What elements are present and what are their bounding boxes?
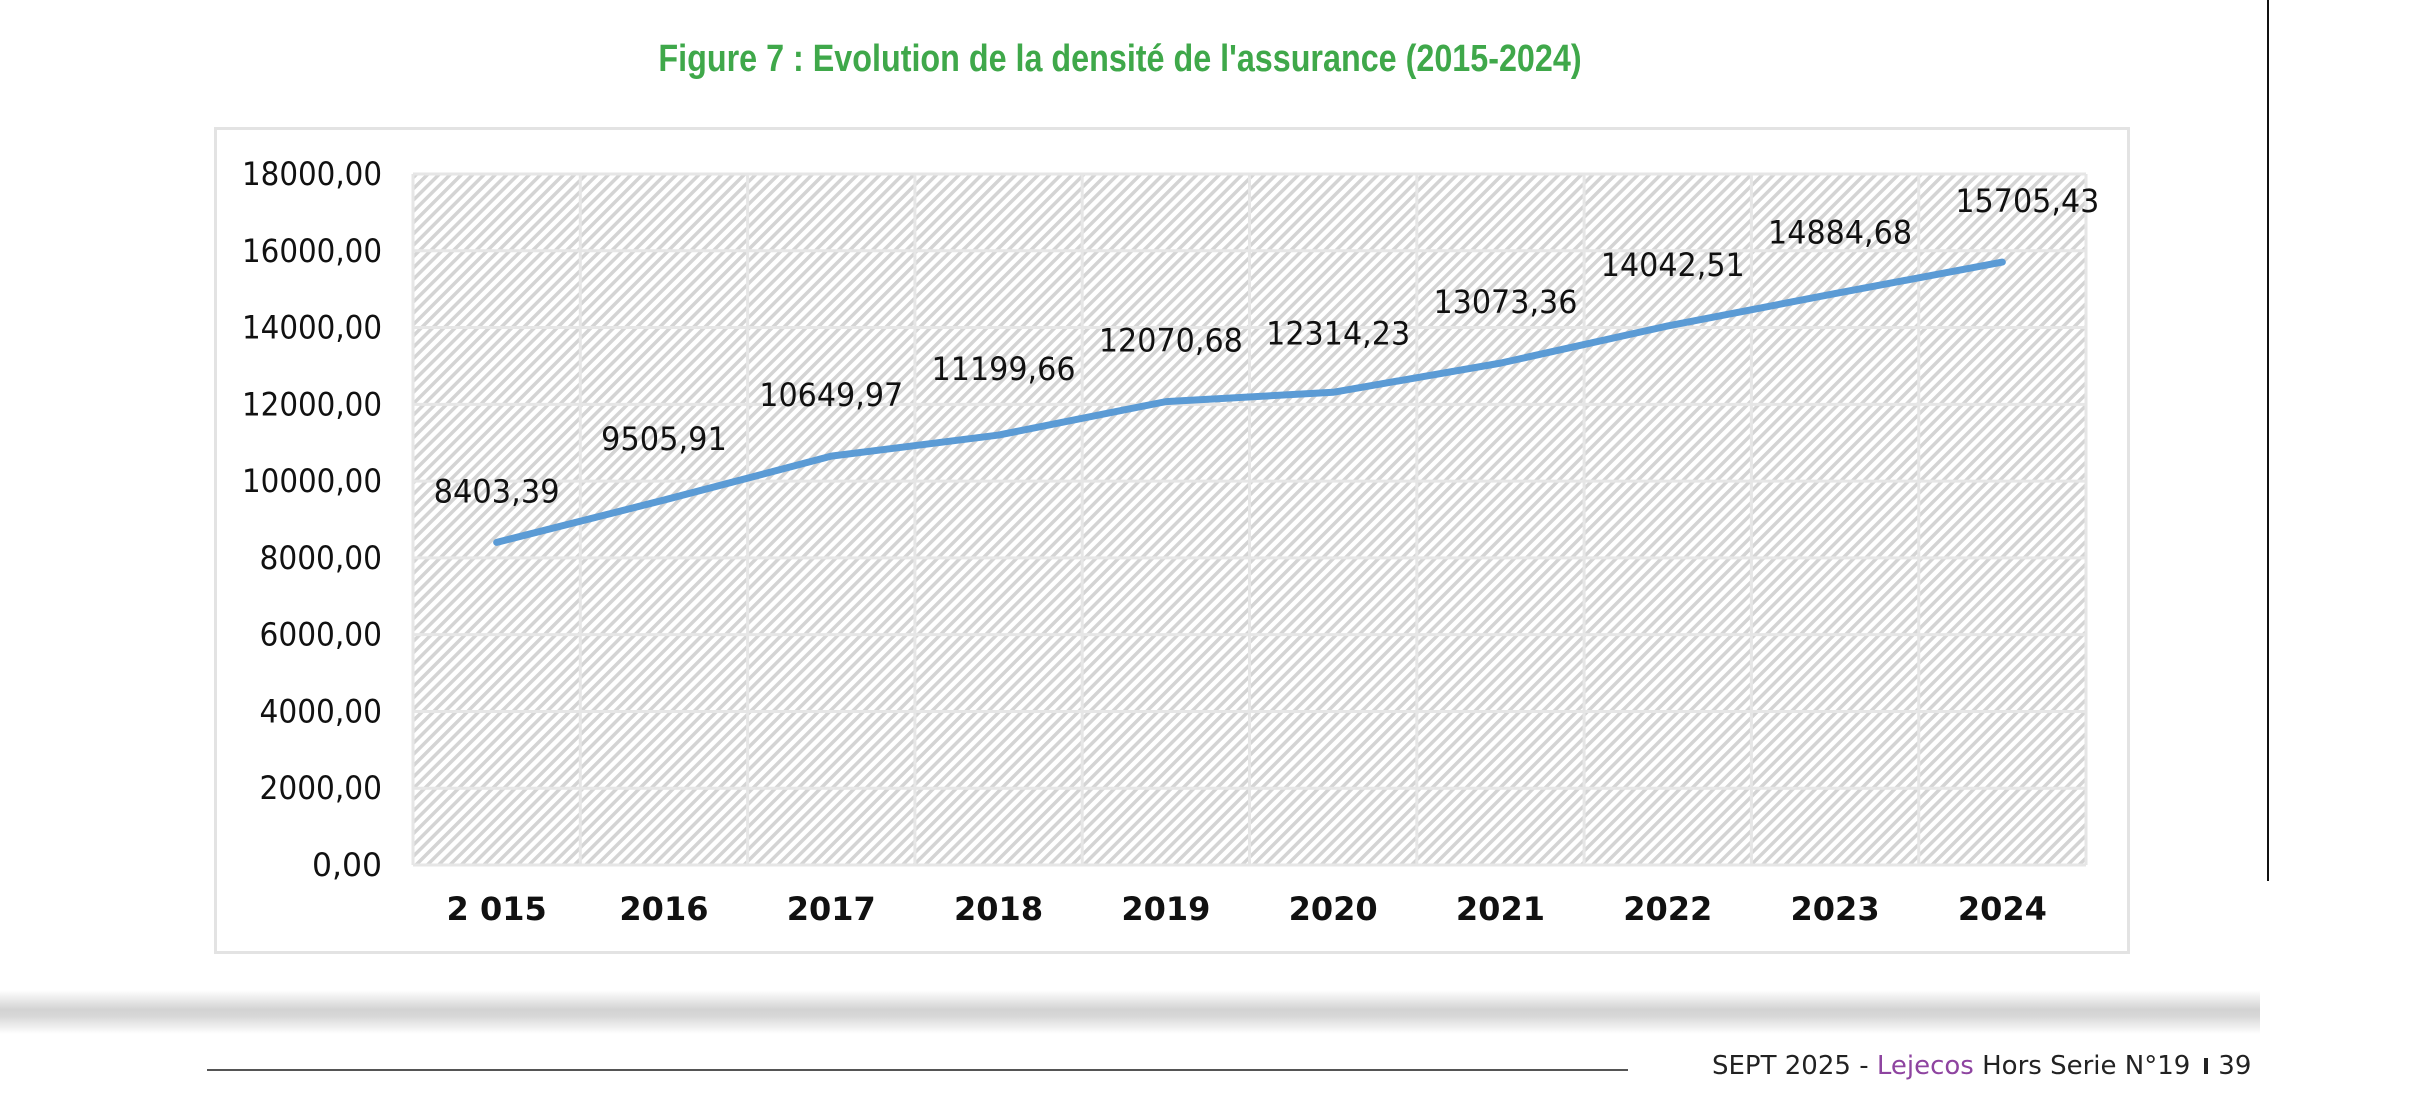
footer-date: SEPT 2025 - xyxy=(1712,1051,1877,1081)
page-footer: SEPT 2025 - Lejecos Hors Serie N°19 39 xyxy=(1712,1051,2251,1081)
data-label: 9505,91 xyxy=(601,420,727,458)
data-label: 12314,23 xyxy=(1266,314,1410,352)
y-tick-label: 16000,00 xyxy=(242,232,382,270)
data-label: 8403,39 xyxy=(434,472,560,510)
x-tick-label: 2024 xyxy=(1958,890,2047,928)
y-tick-label: 12000,00 xyxy=(242,385,382,423)
data-label: 14042,51 xyxy=(1601,246,1745,284)
x-tick-label: 2017 xyxy=(787,890,876,928)
data-label: 14884,68 xyxy=(1768,214,1912,252)
x-tick-label: 2023 xyxy=(1791,890,1880,928)
x-tick-label: 2018 xyxy=(954,890,1043,928)
data-label: 12070,68 xyxy=(1099,322,1243,360)
page-number: 39 xyxy=(2218,1051,2252,1081)
data-label: 10649,97 xyxy=(759,376,903,414)
y-tick-label: 4000,00 xyxy=(260,692,383,730)
chart-title: Figure 7 : Evolution de la densité de l'… xyxy=(658,38,1582,80)
x-tick-label: 2020 xyxy=(1289,890,1378,928)
x-tick-label: 2016 xyxy=(619,890,708,928)
x-tick-label: 2022 xyxy=(1623,890,1712,928)
footer-rule xyxy=(207,1069,1628,1071)
footer-separator xyxy=(2204,1058,2209,1074)
y-tick-label: 6000,00 xyxy=(260,616,383,654)
data-line xyxy=(493,258,2006,546)
x-tick-label: 2 015 xyxy=(447,890,547,928)
page-margin-line xyxy=(2267,0,2269,881)
footer-issue: Hors Serie N°19 xyxy=(1973,1051,2191,1081)
data-label: 13073,36 xyxy=(1433,283,1577,321)
x-tick-label: 2019 xyxy=(1121,890,1210,928)
x-tick-label: 2021 xyxy=(1456,890,1545,928)
page-shadow xyxy=(0,990,2260,1034)
y-tick-label: 0,00 xyxy=(312,846,382,884)
y-tick-label: 2000,00 xyxy=(260,769,383,807)
footer-brand: Lejecos xyxy=(1876,1051,1974,1081)
y-tick-label: 14000,00 xyxy=(242,309,382,347)
data-label: 11199,66 xyxy=(932,350,1076,388)
y-tick-label: 18000,00 xyxy=(242,155,382,193)
chart-frame xyxy=(214,127,2130,954)
data-label: 15705,43 xyxy=(1955,182,2099,220)
y-tick-label: 10000,00 xyxy=(242,462,382,500)
y-tick-label: 8000,00 xyxy=(260,539,383,577)
